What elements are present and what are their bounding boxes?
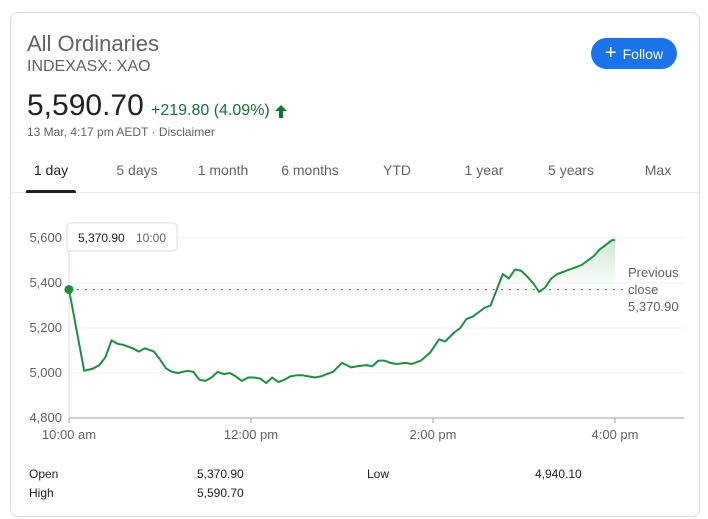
current-price: 5,590.70 [27, 89, 144, 122]
price-change-value: +219.80 (4.09%) [151, 102, 270, 119]
follow-label: Follow [622, 45, 664, 62]
y-tick-label: 5,200 [29, 320, 62, 335]
price-meta: 13 Mar, 4:17 pm AEDT · Disclaimer [27, 125, 215, 139]
tooltip-time: 10:00 [136, 231, 166, 245]
previous-close-value: 5,370.90 [628, 299, 679, 314]
y-tick-label: 5,000 [29, 365, 62, 380]
index-ticker: INDEXASX: XAO [27, 58, 151, 75]
arrow-up-icon [274, 104, 287, 118]
price-change: +219.80 (4.09%) [151, 102, 287, 120]
tab-1-year[interactable]: 1 year [464, 162, 504, 178]
disclaimer-link[interactable]: Disclaimer [158, 125, 215, 139]
range-tabs: 1 day 5 days 1 month 6 months YTD 1 year… [11, 153, 699, 193]
x-tick-label: 2:00 pm [410, 427, 457, 442]
tab-ytd[interactable]: YTD [383, 162, 411, 178]
tab-6-months[interactable]: 6 months [281, 162, 339, 178]
tab-max[interactable]: Max [644, 162, 672, 178]
tab-5-years[interactable]: 5 years [548, 162, 594, 178]
plus-icon: + [604, 41, 617, 64]
tab-5-days[interactable]: 5 days [116, 162, 158, 178]
chart-area-fill [69, 240, 615, 290]
y-tick-label: 5,400 [29, 275, 62, 290]
tab-1-month[interactable]: 1 month [197, 162, 249, 178]
series-line [68, 239, 615, 385]
x-tick-label: 10:00 am [42, 427, 96, 442]
tab-1-day[interactable]: 1 day [25, 153, 77, 193]
x-tick-label: 12:00 pm [224, 427, 278, 442]
x-tick-label: 4:00 pm [592, 427, 639, 442]
previous-close-line2: close [628, 282, 658, 297]
index-name: All Ordinaries [27, 31, 160, 56]
tooltip-value: 5,370.90 [78, 231, 125, 245]
tooltip: 5,370.90 10:00 [66, 222, 178, 252]
hover-point [64, 285, 74, 295]
previous-close-label: Previous close 5,370.90 [628, 265, 679, 314]
y-tick-label: 4,800 [29, 410, 62, 425]
y-tick-label: 5,600 [29, 230, 62, 245]
follow-button[interactable]: + Follow [591, 38, 677, 69]
previous-close-line1: Previous [628, 265, 679, 280]
timestamp: 13 Mar, 4:17 pm AEDT [27, 125, 149, 139]
separator: · [151, 125, 156, 139]
